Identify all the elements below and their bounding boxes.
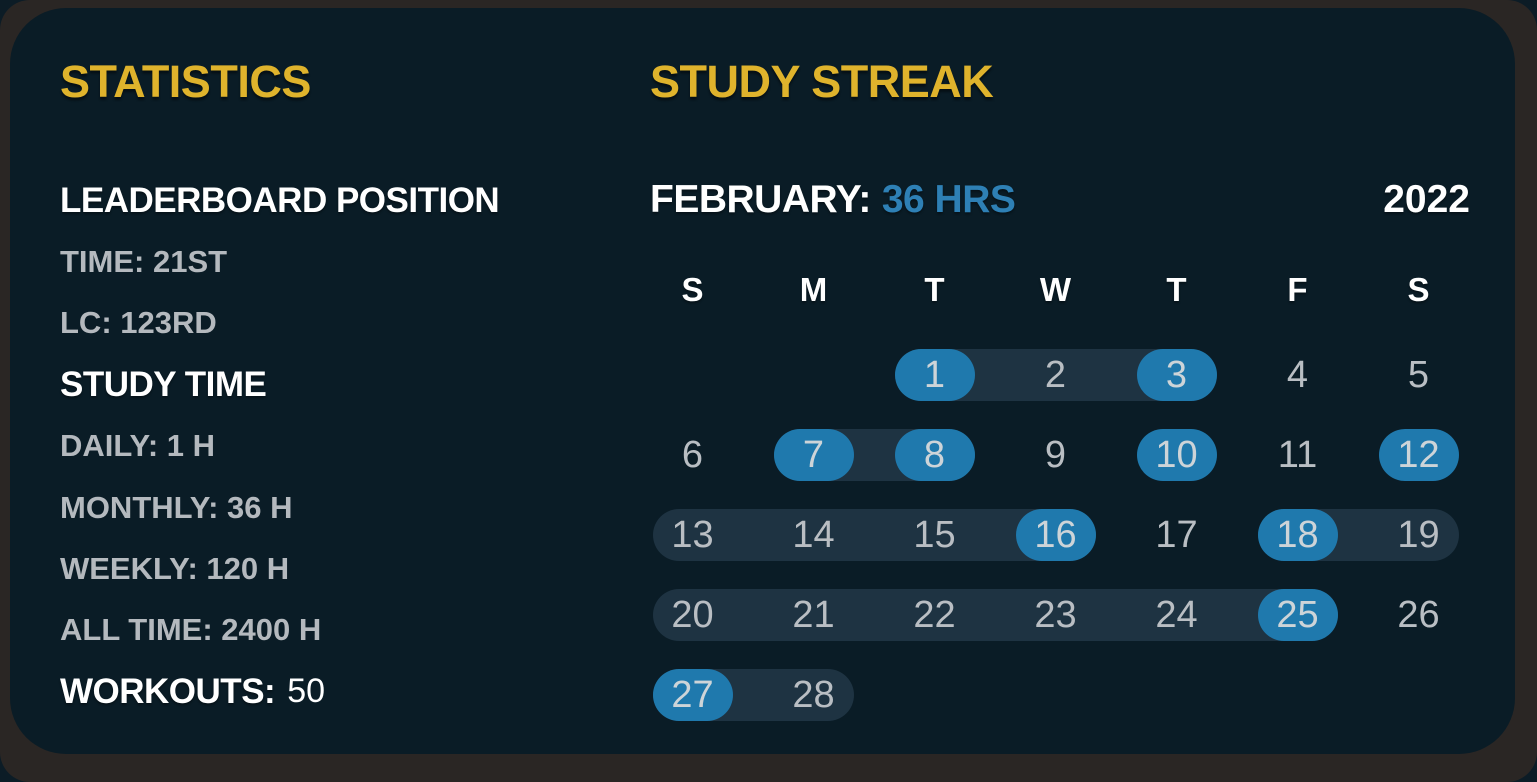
day-highlight	[1257, 509, 1338, 561]
stat-line: MONTHLY: 36 H	[60, 477, 499, 538]
day-highlight	[773, 429, 854, 481]
calendar-day: 27	[671, 673, 714, 716]
weekday-label: T	[1166, 271, 1187, 308]
calendar-day: 2	[1044, 353, 1067, 396]
weekday-label: S	[1407, 271, 1430, 308]
stat-section-heading-line: LEADERBOARD POSITION	[60, 170, 500, 231]
calendar-day: 11	[1277, 433, 1318, 476]
calendar-day: 1	[923, 353, 946, 396]
weekday-label: S	[681, 271, 704, 308]
stat-line: DAILY: 1 H	[60, 416, 499, 477]
calendar-day: 22	[913, 593, 956, 636]
calendar-day: 16	[1034, 513, 1077, 556]
stat-line: TIME: 21ST	[60, 231, 499, 292]
calendar-row: 20 21 22 23 24 25 26	[632, 575, 1479, 655]
calendar-grid: 1 2 3 4 5 6 7 8 9 10 11 12 13 14 15 16 17 18 19 20 21 22 23 24 2…	[632, 335, 1479, 735]
stat-section-heading: LEADERBOARD POSITION	[60, 180, 500, 220]
calendar-row: 13 14 15 16 17 18 19	[632, 495, 1479, 575]
stat-row-text: LC: 123RD	[60, 305, 217, 341]
day-highlight	[894, 429, 975, 481]
stat-section-heading-line: STUDY TIME	[60, 354, 499, 415]
calendar-row: 27 28	[632, 655, 1479, 735]
stat-section-heading: STUDY TIME	[60, 364, 267, 404]
calendar-day: 12	[1397, 433, 1440, 476]
calendar-day: 9	[1044, 433, 1067, 476]
study-streak-title: STUDY STREAK	[650, 56, 994, 107]
stat-line: WEEKLY: 120 H	[60, 538, 499, 599]
day-highlight	[1015, 509, 1096, 561]
stat-row-text: DAILY: 1 H	[60, 428, 216, 464]
calendar-day: 23	[1034, 593, 1077, 636]
calendar-day: 15	[913, 513, 956, 556]
calendar-row: 1 2 3 4 5	[632, 335, 1479, 415]
calendar-day: 4	[1286, 353, 1309, 396]
weekday-label: F	[1287, 271, 1308, 308]
day-highlight	[1136, 429, 1217, 481]
calendar-day: 26	[1397, 593, 1440, 636]
calendar-day: 17	[1155, 513, 1198, 556]
streak-pill	[652, 589, 1338, 641]
calendar-day: 8	[923, 433, 946, 476]
weekday-label: W	[1039, 271, 1072, 308]
stat-heading-value: 50	[287, 672, 326, 711]
calendar-day: 13	[671, 513, 714, 556]
stat-row-text: ALL TIME: 2400 H	[60, 612, 322, 648]
calendar-day: 3	[1165, 353, 1188, 396]
day-highlight	[1257, 589, 1338, 641]
calendar-day: 6	[681, 433, 704, 476]
calendar-day: 20	[671, 593, 714, 636]
statistics-title: STATISTICS	[60, 56, 311, 107]
stat-line: ALL TIME: 2400 H	[60, 600, 499, 661]
month-summary: FEBRUARY: 36 HRS	[650, 178, 1016, 222]
calendar-row: 6 7 8 9 10 11 12	[632, 415, 1479, 495]
year-label: 2022	[1383, 178, 1470, 221]
month-label: FEBRUARY:	[650, 178, 871, 221]
calendar-day: 10	[1155, 433, 1198, 476]
calendar-day: 21	[792, 593, 835, 636]
day-highlight	[1378, 429, 1459, 481]
calendar-day: 5	[1407, 353, 1430, 396]
calendar-day: 19	[1397, 513, 1440, 556]
stat-row-text: TIME: 21ST	[60, 244, 228, 280]
stat-section-heading-line: WORKOUTS: 50	[60, 661, 499, 722]
calendar-day: 24	[1155, 593, 1198, 636]
weekday-label: M	[799, 271, 828, 308]
stats-card: STATISTICS STUDY STREAK LEADERBOARD POSI…	[10, 8, 1515, 754]
calendar-day: 25	[1276, 593, 1319, 636]
calendar-day: 14	[792, 513, 835, 556]
stat-row-text: MONTHLY: 36 H	[60, 489, 293, 525]
month-hours-value: 36 HRS	[881, 178, 1016, 221]
stat-section-heading: WORKOUTS:	[60, 671, 276, 711]
stat-row-text: WEEKLY: 120 H	[60, 551, 290, 587]
calendar-day: 7	[802, 433, 825, 476]
day-highlight	[1136, 349, 1217, 401]
calendar-day: 18	[1276, 513, 1319, 556]
day-highlight	[652, 669, 733, 721]
day-highlight	[894, 349, 975, 401]
statistics-list: LEADERBOARD POSITION TIME: 21ST LC: 123RD S…	[60, 170, 500, 723]
weekday-label: T	[924, 271, 945, 308]
stat-line: LC: 123RD	[60, 293, 499, 354]
calendar-day: 28	[792, 673, 835, 716]
